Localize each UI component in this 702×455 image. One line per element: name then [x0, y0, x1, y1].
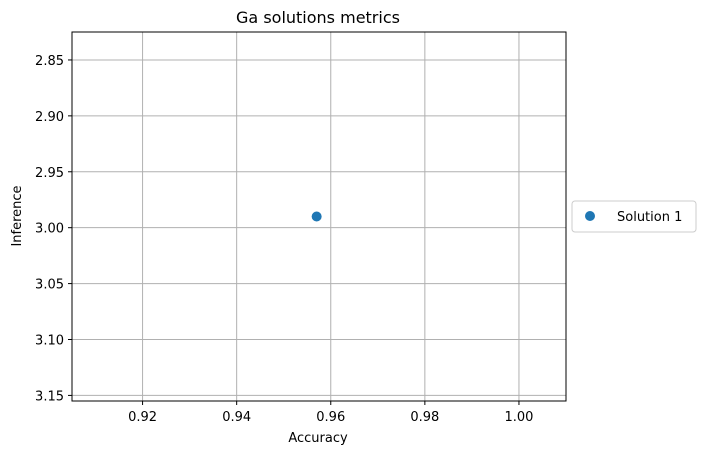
y-axis-label: Inference	[10, 185, 25, 246]
y-tick-label: 3.05	[35, 278, 64, 293]
plot-area	[71, 31, 567, 402]
legend: Solution 1	[571, 200, 697, 233]
x-axis: 0.92 0.94 0.96 0.98 1.00	[128, 401, 533, 425]
y-tick-label: 2.85	[35, 54, 64, 69]
x-tick-label: 0.98	[410, 410, 439, 425]
grid-lines	[72, 32, 566, 401]
data-point	[311, 211, 322, 222]
legend-label-solution-1: Solution 1	[617, 210, 682, 225]
y-tick-label: 3.15	[35, 389, 64, 404]
y-tick-label: 2.95	[35, 166, 64, 181]
x-axis-label: Accuracy	[288, 431, 348, 446]
x-tick-label: 0.92	[128, 410, 157, 425]
x-tick-label: 0.96	[316, 410, 345, 425]
legend-marker-solution-1	[585, 211, 595, 221]
y-tick-label: 3.10	[35, 334, 64, 349]
y-tick-label: 3.00	[35, 222, 64, 237]
chart-title: Ga solutions metrics	[236, 8, 400, 27]
x-tick-label: 1.00	[504, 410, 533, 425]
y-axis: 2.85 2.90 2.95 3.00 3.05 3.10 3.15	[35, 54, 72, 404]
legend-box	[571, 200, 697, 233]
x-tick-label: 0.94	[222, 410, 251, 425]
data-points	[311, 211, 322, 222]
y-tick-label: 2.90	[35, 110, 64, 125]
